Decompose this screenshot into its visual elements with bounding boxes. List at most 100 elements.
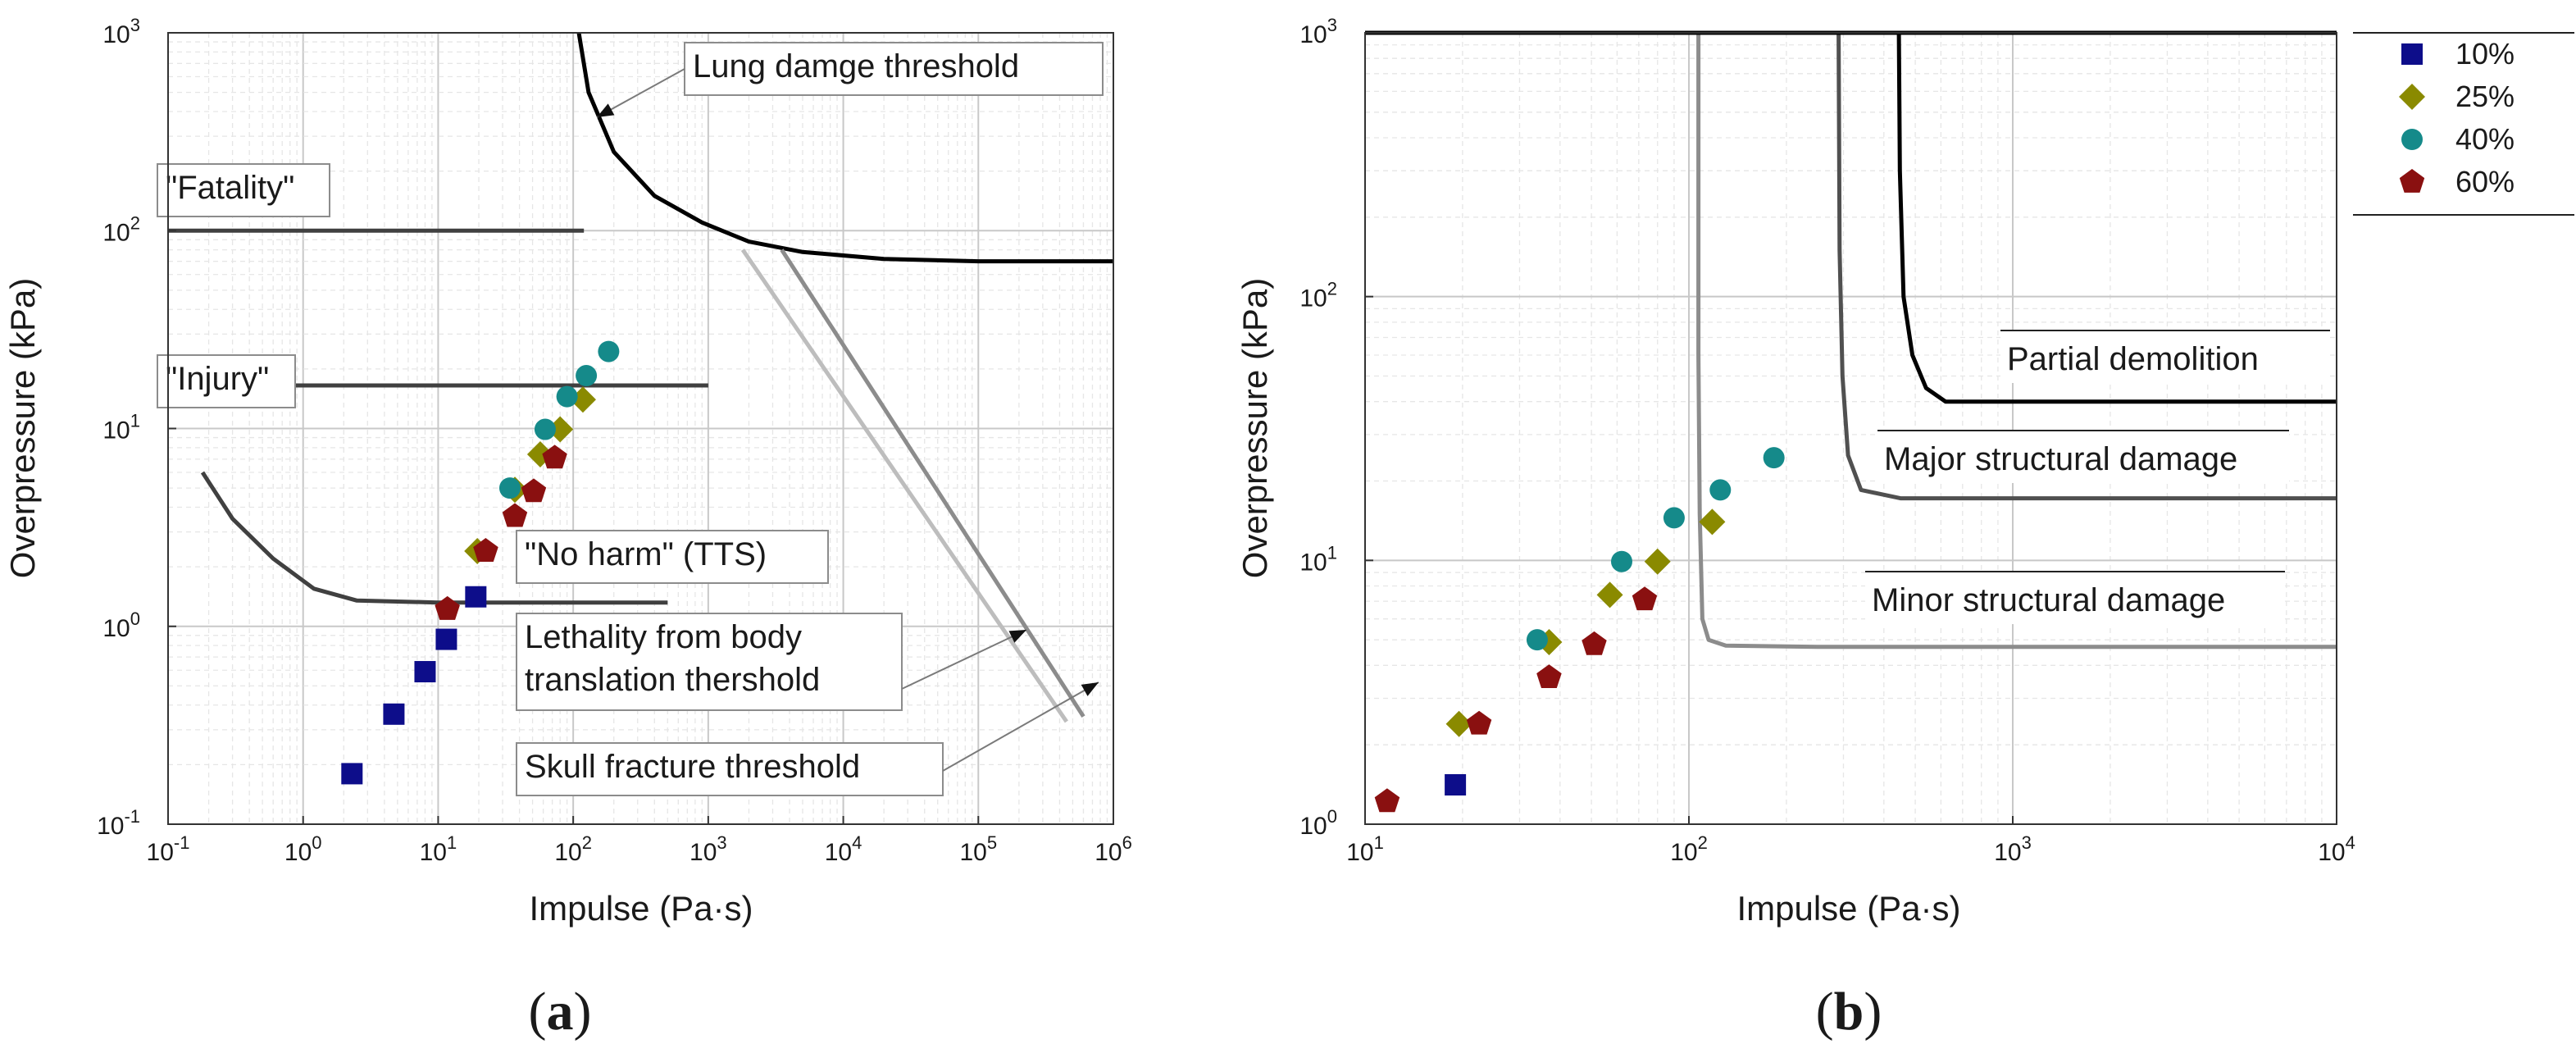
point-40pct (498, 477, 521, 499)
annotation-fatality-text: "Fatality" (166, 170, 294, 206)
x-tick-label: 100 (284, 832, 322, 866)
x-tick-label: 104 (825, 832, 862, 866)
panel-b-annotation-boxes: Partial demolition Major structural damag… (1865, 330, 2330, 624)
arrow-skull-head (1081, 682, 1099, 696)
annotation-major-text: Major structural damage (1884, 441, 2237, 477)
plot-background (1365, 33, 2337, 824)
legend-marker-25pct (2399, 84, 2425, 110)
y-tick-label: 102 (102, 212, 140, 246)
annotation-partial-text: Partial demolition (2007, 341, 2259, 377)
annotation-injury: "Injury" (157, 354, 296, 408)
annotation-minor-bg (1865, 572, 2285, 624)
point-60pct (502, 503, 528, 527)
point-10pct (1445, 774, 1467, 796)
point-40pct (556, 385, 578, 408)
annotation-lethality: Lethality from body translation thershold (516, 613, 903, 711)
annotation-skull: Skull fracture threshold (516, 742, 944, 796)
annotation-no-harm: "No harm" (TTS) (516, 530, 829, 584)
arrow-skull-shaft (942, 681, 1099, 772)
arrow-lethality (901, 629, 1027, 690)
annotation-lung-box (684, 42, 1104, 96)
panel-a: Lung damge threshold "Fatality" "Injury" "N… (3, 15, 1132, 1042)
panel-b-points (1374, 447, 1785, 813)
point-40pct (598, 340, 620, 362)
point-60pct (542, 444, 567, 469)
legend-marker-40pct (2401, 129, 2423, 150)
curve-partial (1896, 32, 2337, 404)
point-60pct (1536, 664, 1562, 688)
panel-b-grid (1365, 33, 2337, 824)
x-tick-label: 105 (959, 832, 997, 866)
arrow-lethality-head (1008, 630, 1026, 643)
annotation-minor-text: Minor structural damage (1872, 582, 2225, 618)
annotation-lethality-box (516, 613, 903, 711)
annotation-fatality-box (157, 163, 330, 217)
point-25pct (1699, 508, 1726, 536)
panel-a-x-axis-label: Impulse (Pa·s) (529, 889, 753, 928)
panel-a-tick-labels: 10-1 100 101 102 103 104 105 106 10-1 100 101 102 10… (97, 15, 1132, 866)
annotation-major-bg (1877, 431, 2289, 483)
annotation-injury-box (157, 354, 296, 408)
curve-lung (576, 32, 1113, 264)
annotation-lung-text: Lung damge threshold (693, 48, 1019, 84)
annotation-minor: Minor structural damage (1865, 571, 2285, 624)
legend-label-10pct: 10% (2455, 37, 2515, 71)
point-60pct (1632, 586, 1658, 611)
curve-lethality (780, 248, 1085, 718)
point-40pct (534, 418, 556, 440)
legend-marker-10pct (2401, 43, 2423, 65)
point-25pct (1596, 581, 1623, 609)
point-60pct (473, 538, 498, 562)
x-tick-label: 102 (1670, 832, 1708, 866)
panel-b-y-axis-label: Overpressure (kPa) (1236, 278, 1274, 578)
annotation-major: Major structural damage (1877, 430, 2289, 483)
panel-b-letter: b (1834, 982, 1864, 1042)
arrow-skull (942, 681, 1099, 772)
y-tick-label: 103 (102, 15, 140, 48)
point-40pct (1663, 507, 1685, 529)
x-tick-label: 106 (1095, 832, 1132, 866)
y-tick-label: 102 (1299, 279, 1337, 312)
point-10pct (414, 661, 436, 683)
curve-skull (740, 248, 1068, 723)
panel-b-plot-frame (1364, 32, 2337, 825)
point-25pct (1445, 710, 1472, 737)
annotation-skull-text: Skull fracture threshold (525, 749, 860, 785)
arrow-lung-head (597, 103, 615, 117)
arrow-lethality-shaft (901, 629, 1027, 690)
annotation-skull-box (516, 742, 944, 796)
x-tick-label: 101 (420, 832, 457, 866)
panel-a-letter: a (547, 982, 574, 1042)
point-40pct (1610, 550, 1632, 572)
panel-a-arrows (596, 68, 1099, 772)
x-tick-label: 10-1 (147, 832, 190, 866)
y-tick-label: 101 (102, 411, 140, 444)
arrow-lung-shaft (596, 68, 685, 118)
point-10pct (465, 586, 487, 608)
point-10pct (341, 763, 363, 785)
y-tick-label: 100 (1299, 806, 1337, 840)
annotation-no-harm-text: "No harm" (TTS) (525, 536, 767, 572)
point-40pct (1709, 479, 1732, 501)
point-60pct (521, 478, 547, 503)
point-60pct (1582, 631, 1607, 655)
curve-major (1836, 32, 2337, 501)
panel-a-annotation-boxes: Lung damge threshold "Fatality" "Injury" "N… (157, 42, 1104, 796)
point-10pct (435, 628, 457, 650)
point-60pct (1374, 788, 1400, 813)
x-tick-label: 104 (2318, 832, 2355, 866)
arrow-lung (596, 68, 685, 118)
point-25pct (1644, 548, 1671, 575)
curve-minor (1696, 33, 2337, 650)
annotation-lung: Lung damge threshold (684, 42, 1104, 96)
panel-b: Partial demolition Major structural damag… (1236, 15, 2355, 1042)
y-tick-label: 101 (1299, 542, 1337, 576)
x-tick-label: 102 (554, 832, 592, 866)
annotation-lethality-text: Lethality from body (525, 619, 802, 655)
panel-b-label: (b) (1816, 982, 1882, 1042)
annotation-partial-bg (2000, 330, 2330, 383)
point-10pct (383, 703, 405, 725)
legend-label-25pct: 25% (2455, 80, 2515, 113)
panel-b-tick-labels: 101 102 103 104 100 101 102 103 (1299, 15, 2355, 866)
